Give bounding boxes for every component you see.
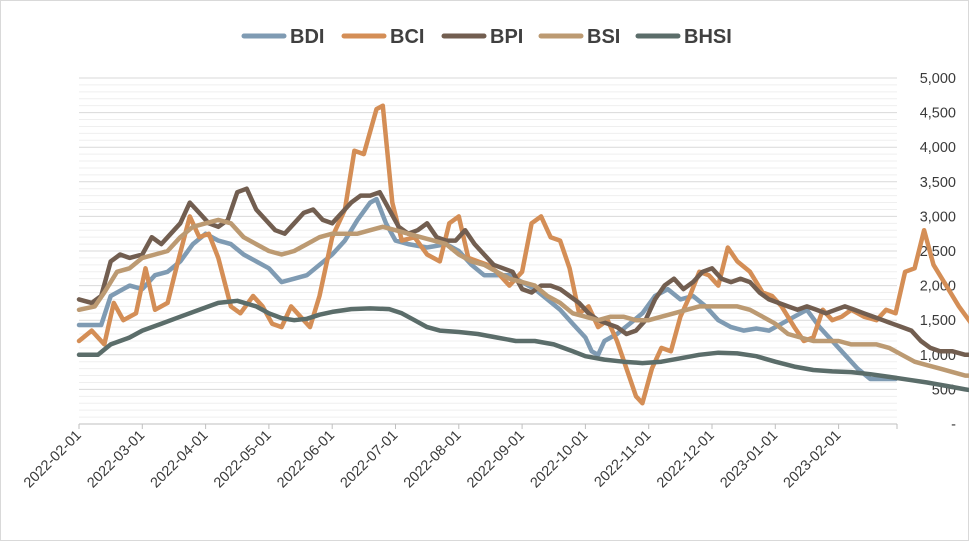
x-tick-label: 2022-02-01 [21,428,85,492]
y-tick-label: 3,500 [920,175,956,191]
y-tick-label: 2,500 [920,244,956,260]
series-line-bsi [76,217,969,378]
x-tick-label: 2022-03-01 [84,428,148,492]
x-tick-label: 2022-06-01 [274,428,338,492]
x-tick-label: 2022-08-01 [401,428,465,492]
legend-label-bhsi: BHSI [684,26,732,48]
y-tick-label: 5,000 [920,71,956,87]
legend-label-bdi: BDI [290,26,324,48]
y-tick-label: 4,500 [920,106,956,122]
x-tick-label: 2022-10-01 [527,428,591,492]
x-tick-label: 2022-11-01 [592,428,655,491]
y-tick-label: 1,500 [920,313,956,329]
x-tick-label: 2022-09-01 [464,428,528,492]
y-tick-label: 3,000 [920,209,956,225]
x-tick-label: 2022-07-01 [338,428,402,492]
series-line-bci [76,103,969,406]
legend: BDI BCI BPI BSI BHSI [241,26,732,48]
y-axis: -5001,0001,5002,0002,5003,0003,5004,0004… [920,71,956,433]
x-tick-label: 2022-04-01 [148,428,212,492]
series-line-bhsi [76,298,969,393]
legend-label-bci: BCI [390,26,424,48]
x-axis: 2022-02-01 2022-03-01 2022-04-01 2022-05-01… [21,423,898,492]
y-tick-label: - [951,417,956,433]
x-tick-label: 2022-05-01 [211,428,275,492]
gridlines [79,77,897,418]
x-tick-label: 2022-12-01 [654,428,718,492]
series-line-bpi [76,186,969,358]
x-tick-label: 2023-01-01 [717,428,781,492]
legend-label-bsi: BSI [587,26,620,48]
legend-label-bpi: BPI [490,26,523,48]
y-tick-label: 4,000 [920,140,956,156]
x-tick-label: 2023-02-01 [781,428,845,492]
series-lines [76,103,969,406]
